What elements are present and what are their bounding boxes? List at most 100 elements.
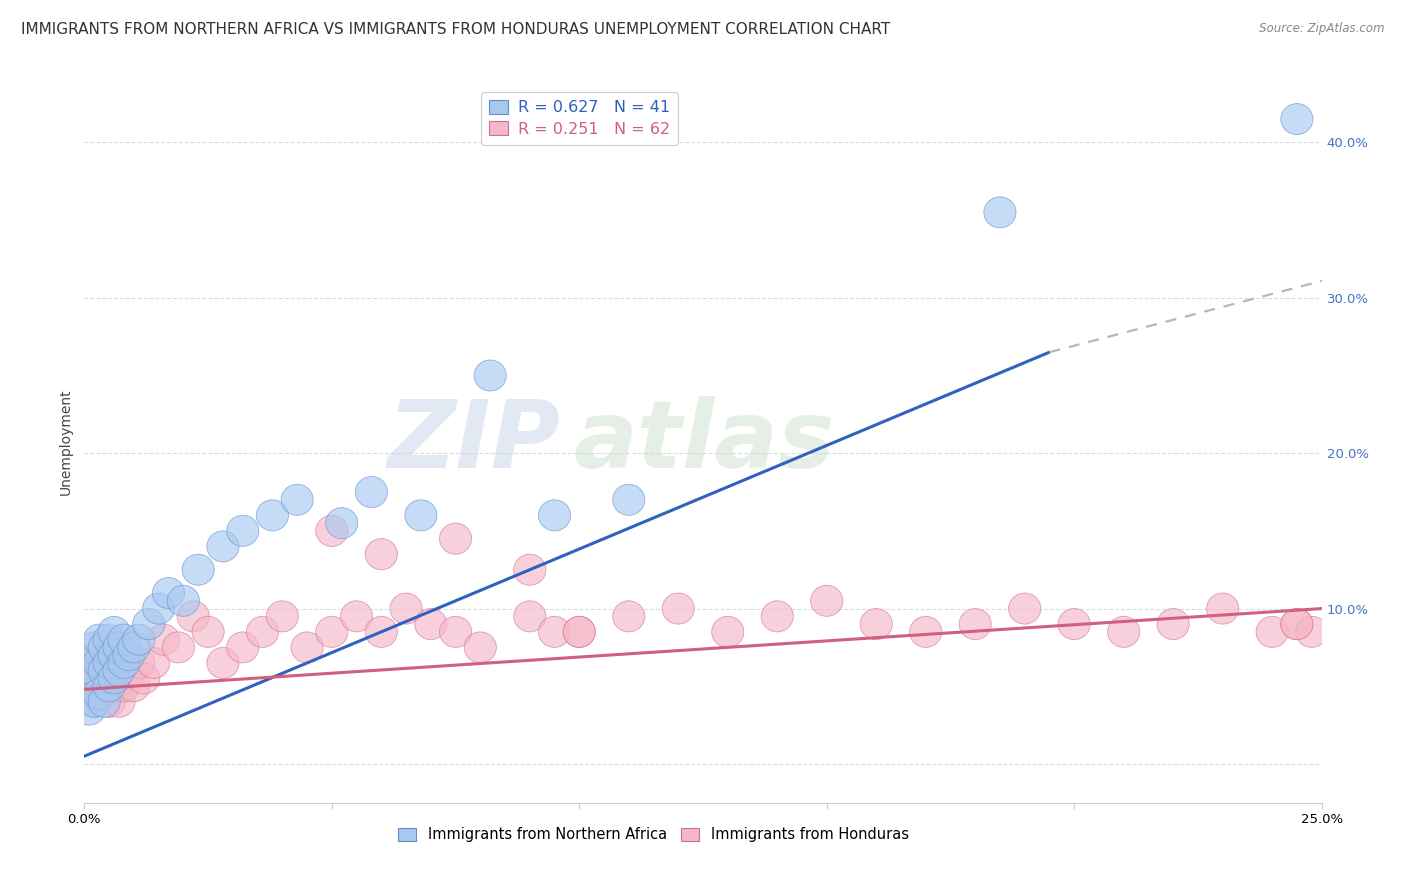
Ellipse shape [256,500,288,531]
Ellipse shape [1281,103,1313,135]
Ellipse shape [93,656,125,686]
Ellipse shape [108,648,141,679]
Ellipse shape [73,694,105,725]
Ellipse shape [910,616,942,648]
Ellipse shape [356,476,388,508]
Ellipse shape [93,624,125,656]
Ellipse shape [162,632,194,663]
Ellipse shape [103,663,135,694]
Ellipse shape [366,539,398,570]
Ellipse shape [83,648,115,679]
Ellipse shape [152,577,184,608]
Ellipse shape [108,671,141,702]
Ellipse shape [389,593,422,624]
Ellipse shape [193,616,224,648]
Ellipse shape [1281,608,1313,640]
Ellipse shape [1008,593,1040,624]
Ellipse shape [405,500,437,531]
Ellipse shape [83,663,115,694]
Ellipse shape [340,601,373,632]
Ellipse shape [108,624,141,656]
Ellipse shape [415,608,447,640]
Ellipse shape [613,601,645,632]
Ellipse shape [226,516,259,547]
Ellipse shape [959,608,991,640]
Ellipse shape [662,593,695,624]
Ellipse shape [103,686,135,717]
Ellipse shape [291,632,323,663]
Ellipse shape [613,484,645,516]
Ellipse shape [207,648,239,679]
Ellipse shape [167,585,200,616]
Ellipse shape [118,632,150,663]
Y-axis label: Unemployment: Unemployment [59,388,73,495]
Ellipse shape [98,663,131,694]
Ellipse shape [112,640,145,671]
Ellipse shape [89,656,121,686]
Ellipse shape [1206,593,1239,624]
Ellipse shape [1157,608,1189,640]
Ellipse shape [103,632,135,663]
Ellipse shape [1108,616,1140,648]
Ellipse shape [564,616,595,648]
Ellipse shape [79,656,110,686]
Ellipse shape [98,640,131,671]
Ellipse shape [93,686,125,717]
Ellipse shape [811,585,842,616]
Ellipse shape [1281,608,1313,640]
Ellipse shape [103,656,135,686]
Ellipse shape [440,616,471,648]
Ellipse shape [538,500,571,531]
Ellipse shape [73,648,105,679]
Ellipse shape [98,616,131,648]
Ellipse shape [860,608,893,640]
Ellipse shape [474,360,506,391]
Ellipse shape [83,624,115,656]
Ellipse shape [711,616,744,648]
Ellipse shape [207,531,239,562]
Ellipse shape [1256,616,1288,648]
Text: atlas: atlas [574,395,834,488]
Ellipse shape [148,624,180,656]
Ellipse shape [118,671,150,702]
Ellipse shape [513,601,546,632]
Ellipse shape [93,648,125,679]
Ellipse shape [226,632,259,663]
Ellipse shape [79,686,110,717]
Ellipse shape [761,601,793,632]
Ellipse shape [316,516,347,547]
Ellipse shape [128,663,160,694]
Ellipse shape [513,554,546,585]
Ellipse shape [132,608,165,640]
Ellipse shape [79,632,110,663]
Legend: Immigrants from Northern Africa, Immigrants from Honduras: Immigrants from Northern Africa, Immigra… [391,820,915,850]
Ellipse shape [98,648,131,679]
Text: Source: ZipAtlas.com: Source: ZipAtlas.com [1260,22,1385,36]
Ellipse shape [73,671,105,702]
Ellipse shape [89,686,121,717]
Ellipse shape [138,648,170,679]
Ellipse shape [1296,616,1327,648]
Text: IMMIGRANTS FROM NORTHERN AFRICA VS IMMIGRANTS FROM HONDURAS UNEMPLOYMENT CORRELA: IMMIGRANTS FROM NORTHERN AFRICA VS IMMIG… [21,22,890,37]
Ellipse shape [73,663,105,694]
Ellipse shape [83,679,115,709]
Ellipse shape [464,632,496,663]
Ellipse shape [177,601,209,632]
Text: ZIP: ZIP [388,395,561,488]
Ellipse shape [366,616,398,648]
Ellipse shape [281,484,314,516]
Ellipse shape [79,656,110,686]
Ellipse shape [564,616,595,648]
Ellipse shape [108,648,141,679]
Ellipse shape [89,656,121,686]
Ellipse shape [316,616,347,648]
Ellipse shape [93,671,125,702]
Ellipse shape [984,197,1017,227]
Ellipse shape [122,648,155,679]
Ellipse shape [266,601,298,632]
Ellipse shape [246,616,278,648]
Ellipse shape [89,632,121,663]
Ellipse shape [1059,608,1090,640]
Ellipse shape [83,640,115,671]
Ellipse shape [440,523,471,554]
